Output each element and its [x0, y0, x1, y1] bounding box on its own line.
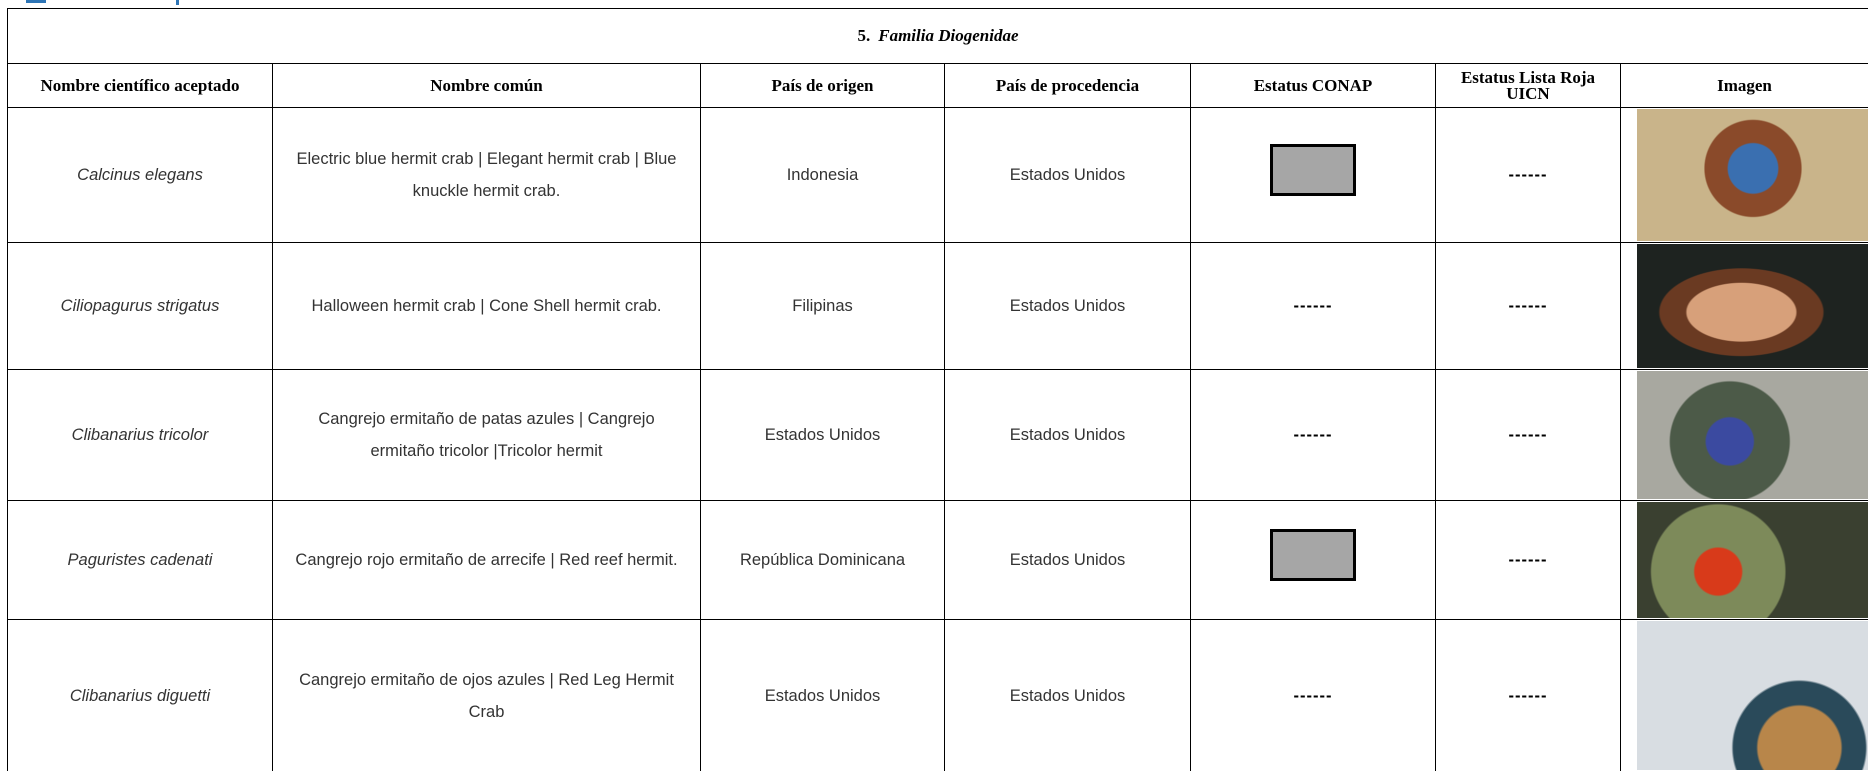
table-title: 5. Familia Diogenidae — [6, 8, 1868, 64]
common-name: Cangrejo rojo ermitaño de arrecife | Red… — [272, 500, 701, 620]
iucn-status: ------ — [1435, 369, 1621, 501]
source-country: Estados Unidos — [944, 619, 1191, 771]
conap-status: ------ — [1190, 369, 1436, 501]
family-name: Familia Diogenidae — [878, 26, 1019, 45]
species-table: 5. Familia Diogenidae Nombre científico a… — [6, 8, 1868, 771]
common-name: Halloween hermit crab | Cone Shell hermi… — [272, 242, 701, 370]
source-country: Estados Unidos — [944, 500, 1191, 620]
origin-country: Estados Unidos — [700, 619, 945, 771]
species-photo — [1636, 109, 1868, 241]
status-box — [1270, 528, 1356, 581]
scientific-name: Clibanarius diguetti — [7, 619, 273, 771]
origin-country: Estados Unidos — [700, 369, 945, 501]
image-cell — [1619, 107, 1868, 243]
species-photo — [1636, 371, 1868, 499]
common-name: Cangrejo ermitaño de ojos azules | Red L… — [272, 619, 701, 771]
iucn-status: ------ — [1435, 242, 1621, 370]
species-photo — [1636, 502, 1868, 618]
header-row: Nombre científico aceptado Nombre común Pa… — [7, 63, 1868, 108]
species-row: Calcinus elegans Electric blue hermit cra… — [7, 107, 1868, 243]
column-header: Nombre común — [272, 63, 701, 108]
image-cell — [1619, 500, 1868, 620]
conap-status — [1190, 107, 1436, 243]
section-number: 5. — [857, 26, 871, 45]
species-row: Clibanarius diguetti Cangrejo ermitaño de… — [7, 619, 1868, 771]
iucn-status: ------ — [1435, 500, 1621, 620]
origin-country: Indonesia — [700, 107, 945, 243]
conap-status: ------ — [1190, 242, 1436, 370]
column-header: Imagen — [1619, 63, 1868, 108]
species-row: Paguristes cadenati Cangrejo rojo ermitañ… — [7, 500, 1868, 620]
column-header: Estatus Lista Roja UICN — [1435, 63, 1621, 108]
status-box — [1270, 143, 1356, 196]
source-country: Estados Unidos — [944, 242, 1191, 370]
source-country: Estados Unidos — [944, 107, 1191, 243]
scientific-name: Paguristes cadenati — [7, 500, 273, 620]
scientific-name: Calcinus elegans — [7, 107, 273, 243]
species-row: Clibanarius tricolor Cangrejo ermitaño de… — [7, 369, 1868, 501]
conap-status: ------ — [1190, 619, 1436, 771]
common-name: Cangrejo ermitaño de patas azules | Cang… — [272, 369, 701, 501]
origin-country: República Dominicana — [700, 500, 945, 620]
scientific-name: Clibanarius tricolor — [7, 369, 273, 501]
header-fragment — [26, 0, 179, 5]
species-photo — [1636, 621, 1868, 770]
origin-country: Filipinas — [700, 242, 945, 370]
column-header: País de procedencia — [944, 63, 1191, 108]
common-name: Electric blue hermit crab | Elegant herm… — [272, 107, 701, 243]
image-cell — [1619, 619, 1868, 771]
column-header: Nombre científico aceptado — [7, 63, 273, 108]
image-cell — [1619, 242, 1868, 370]
title-row: 5. Familia Diogenidae — [6, 8, 1868, 64]
image-cell — [1619, 369, 1868, 501]
source-country: Estados Unidos — [944, 369, 1191, 501]
column-header: País de origen — [700, 63, 945, 108]
conap-status — [1190, 500, 1436, 620]
column-header: Estatus CONAP — [1190, 63, 1436, 108]
scientific-name: Ciliopagurus strigatus — [7, 242, 273, 370]
species-photo — [1636, 244, 1868, 368]
iucn-status: ------ — [1435, 619, 1621, 771]
iucn-status: ------ — [1435, 107, 1621, 243]
species-row: Ciliopagurus strigatus Halloween hermit c… — [7, 242, 1868, 370]
